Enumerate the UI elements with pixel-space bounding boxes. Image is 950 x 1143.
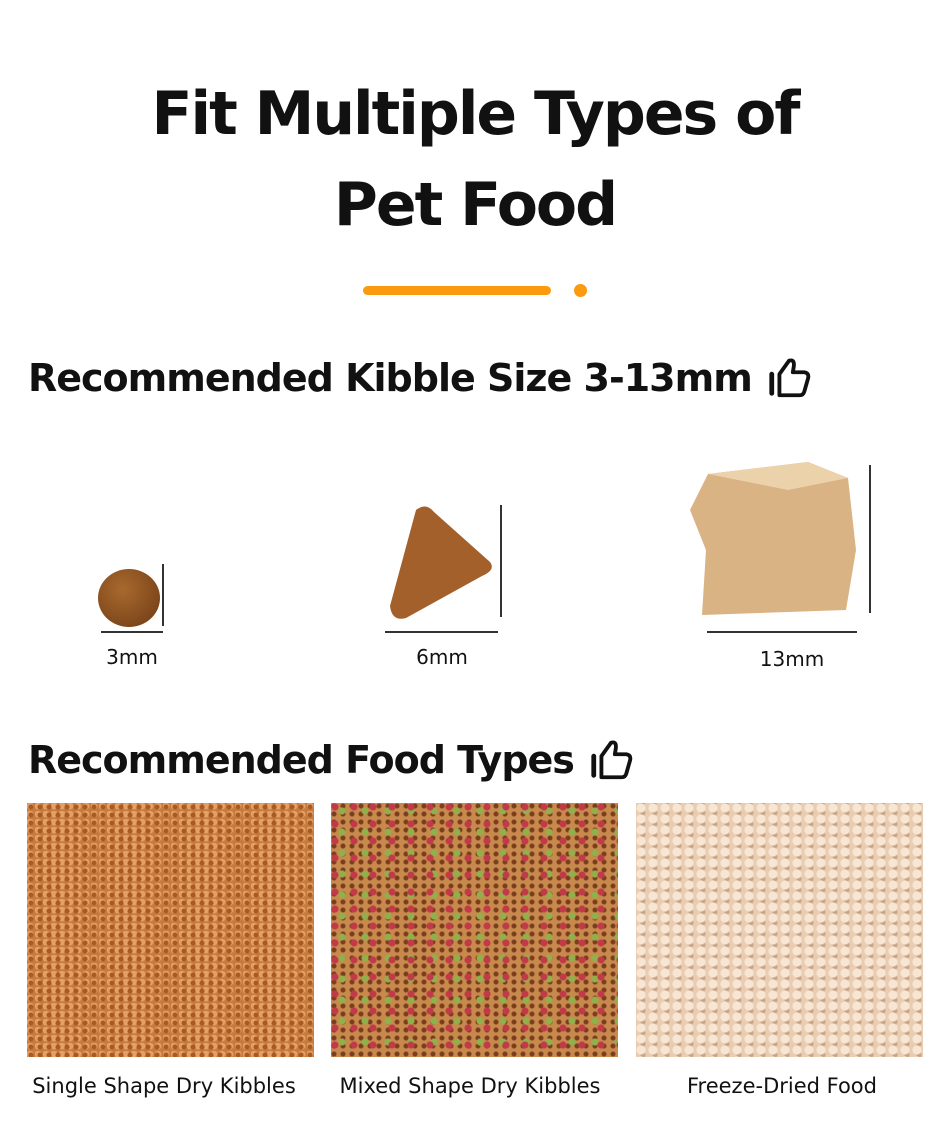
kibble-6mm-image <box>390 506 492 619</box>
dimension-line <box>869 465 871 613</box>
page-title-line1: Fit Multiple Types of <box>151 79 801 149</box>
kibble-size-label: 3mm <box>106 645 158 669</box>
food-type-caption: Single Shape Dry Kibbles <box>32 1074 296 1098</box>
freeze-dried-13mm-image <box>690 462 856 615</box>
mixed-shape-kibbles-photo <box>331 803 618 1057</box>
kibble-size-heading-text: Recommended Kibble Size 3-13mm <box>28 356 753 400</box>
food-types-heading-text: Recommended Food Types <box>28 738 575 782</box>
single-shape-kibbles-photo <box>27 803 314 1057</box>
divider-bar <box>363 286 551 295</box>
thumbs-up-icon <box>591 740 633 780</box>
divider-dot <box>574 284 587 297</box>
food-type-caption: Freeze-Dried Food <box>686 1074 877 1098</box>
thumbs-up-icon <box>769 358 811 398</box>
kibble-size-heading: Recommended Kibble Size 3-13mm <box>28 355 812 401</box>
dimension-line <box>707 631 857 633</box>
kibble-3mm-image <box>98 569 160 627</box>
page-title-line2: Pet Food <box>333 170 618 240</box>
kibble-size-label: 13mm <box>759 647 825 671</box>
dimension-line <box>101 631 163 633</box>
dimension-line <box>385 631 498 633</box>
food-types-heading: Recommended Food Types <box>28 737 634 783</box>
food-type-caption: Mixed Shape Dry Kibbles <box>339 1074 601 1098</box>
freeze-dried-food-photo <box>636 803 923 1057</box>
kibble-size-label: 6mm <box>416 645 468 669</box>
dimension-line <box>500 505 502 617</box>
dimension-line <box>162 564 164 626</box>
